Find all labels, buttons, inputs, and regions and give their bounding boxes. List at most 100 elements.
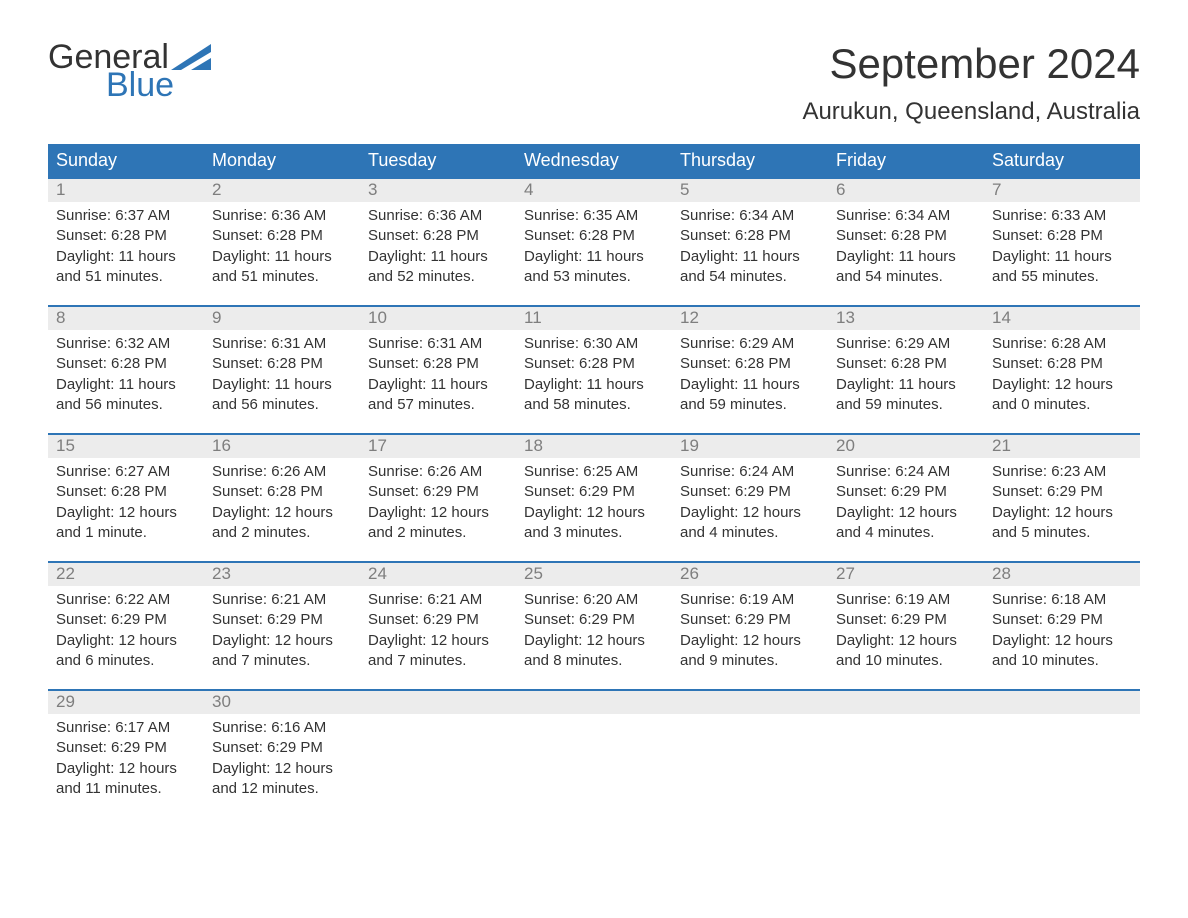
day-header-cell: Saturday <box>984 144 1140 177</box>
week-row: 891011121314Sunrise: 6:32 AMSunset: 6:28… <box>48 305 1140 415</box>
day-number: 29 <box>48 691 204 714</box>
day-number: 5 <box>672 179 828 202</box>
day-number: 20 <box>828 435 984 458</box>
day-ss: Sunset: 6:28 PM <box>56 482 196 502</box>
day-d2: and 8 minutes. <box>524 651 664 671</box>
day-ss: Sunset: 6:29 PM <box>836 610 976 630</box>
day-header-cell: Wednesday <box>516 144 672 177</box>
day-cell: Sunrise: 6:29 AMSunset: 6:28 PMDaylight:… <box>828 330 984 415</box>
day-header-cell: Tuesday <box>360 144 516 177</box>
day-sr: Sunrise: 6:24 AM <box>680 462 820 482</box>
day-d2: and 56 minutes. <box>56 395 196 415</box>
day-sr: Sunrise: 6:29 AM <box>836 334 976 354</box>
day-ss: Sunset: 6:28 PM <box>56 226 196 246</box>
day-cell: Sunrise: 6:34 AMSunset: 6:28 PMDaylight:… <box>828 202 984 287</box>
day-cell: Sunrise: 6:28 AMSunset: 6:28 PMDaylight:… <box>984 330 1140 415</box>
day-sr: Sunrise: 6:26 AM <box>212 462 352 482</box>
day-number: 30 <box>204 691 360 714</box>
brand-logo: General Blue <box>48 40 211 102</box>
day-number: 10 <box>360 307 516 330</box>
day-d1: Daylight: 12 hours <box>524 631 664 651</box>
day-sr: Sunrise: 6:23 AM <box>992 462 1132 482</box>
day-sr: Sunrise: 6:21 AM <box>368 590 508 610</box>
day-d2: and 10 minutes. <box>992 651 1132 671</box>
day-sr: Sunrise: 6:19 AM <box>836 590 976 610</box>
day-ss: Sunset: 6:28 PM <box>836 226 976 246</box>
day-ss: Sunset: 6:29 PM <box>56 610 196 630</box>
day-header-cell: Friday <box>828 144 984 177</box>
location: Aurukun, Queensland, Australia <box>802 98 1140 126</box>
day-d2: and 0 minutes. <box>992 395 1132 415</box>
day-ss: Sunset: 6:29 PM <box>368 482 508 502</box>
day-cell: Sunrise: 6:29 AMSunset: 6:28 PMDaylight:… <box>672 330 828 415</box>
day-cell: Sunrise: 6:21 AMSunset: 6:29 PMDaylight:… <box>360 586 516 671</box>
day-ss: Sunset: 6:29 PM <box>992 482 1132 502</box>
day-cell: Sunrise: 6:24 AMSunset: 6:29 PMDaylight:… <box>672 458 828 543</box>
day-number: 7 <box>984 179 1140 202</box>
day-cell: Sunrise: 6:24 AMSunset: 6:29 PMDaylight:… <box>828 458 984 543</box>
day-d2: and 54 minutes. <box>836 267 976 287</box>
daynum-row: 15161718192021 <box>48 435 1140 458</box>
day-sr: Sunrise: 6:35 AM <box>524 206 664 226</box>
day-cell: Sunrise: 6:32 AMSunset: 6:28 PMDaylight:… <box>48 330 204 415</box>
day-cell: Sunrise: 6:17 AMSunset: 6:29 PMDaylight:… <box>48 714 204 799</box>
day-cell: Sunrise: 6:22 AMSunset: 6:29 PMDaylight:… <box>48 586 204 671</box>
day-d1: Daylight: 12 hours <box>680 503 820 523</box>
day-d2: and 2 minutes. <box>368 523 508 543</box>
day-cell: Sunrise: 6:37 AMSunset: 6:28 PMDaylight:… <box>48 202 204 287</box>
day-d1: Daylight: 11 hours <box>212 375 352 395</box>
day-number: 22 <box>48 563 204 586</box>
day-ss: Sunset: 6:29 PM <box>680 610 820 630</box>
day-sr: Sunrise: 6:30 AM <box>524 334 664 354</box>
day-number: 12 <box>672 307 828 330</box>
day-number: 4 <box>516 179 672 202</box>
day-d1: Daylight: 11 hours <box>56 247 196 267</box>
day-ss: Sunset: 6:28 PM <box>524 226 664 246</box>
day-ss: Sunset: 6:29 PM <box>524 482 664 502</box>
day-d1: Daylight: 12 hours <box>56 631 196 651</box>
day-ss: Sunset: 6:29 PM <box>524 610 664 630</box>
day-sr: Sunrise: 6:32 AM <box>56 334 196 354</box>
day-number: 23 <box>204 563 360 586</box>
day-cell: Sunrise: 6:36 AMSunset: 6:28 PMDaylight:… <box>204 202 360 287</box>
day-d2: and 2 minutes. <box>212 523 352 543</box>
day-ss: Sunset: 6:29 PM <box>56 738 196 758</box>
day-number: 1 <box>48 179 204 202</box>
month-title: September 2024 <box>802 40 1140 88</box>
day-sr: Sunrise: 6:37 AM <box>56 206 196 226</box>
day-d2: and 57 minutes. <box>368 395 508 415</box>
day-number <box>672 691 828 714</box>
day-ss: Sunset: 6:29 PM <box>680 482 820 502</box>
day-cell: Sunrise: 6:35 AMSunset: 6:28 PMDaylight:… <box>516 202 672 287</box>
day-d2: and 52 minutes. <box>368 267 508 287</box>
day-cell: Sunrise: 6:34 AMSunset: 6:28 PMDaylight:… <box>672 202 828 287</box>
detail-row: Sunrise: 6:27 AMSunset: 6:28 PM Daylight:… <box>48 458 1140 543</box>
day-sr: Sunrise: 6:34 AM <box>680 206 820 226</box>
day-ss: Sunset: 6:28 PM <box>212 226 352 246</box>
day-sr: Sunrise: 6:24 AM <box>836 462 976 482</box>
day-d1: Daylight: 12 hours <box>212 631 352 651</box>
daynum-row: 2930 <box>48 691 1140 714</box>
day-d2: and 54 minutes. <box>680 267 820 287</box>
day-ss: Sunset: 6:28 PM <box>212 354 352 374</box>
day-number: 14 <box>984 307 1140 330</box>
day-d1: Daylight: 12 hours <box>836 503 976 523</box>
day-d1: Daylight: 11 hours <box>524 375 664 395</box>
day-d2: and 10 minutes. <box>836 651 976 671</box>
day-cell <box>516 714 672 799</box>
day-ss: Sunset: 6:28 PM <box>524 354 664 374</box>
header: General Blue September 2024 Aurukun, Que… <box>48 40 1140 126</box>
day-number: 11 <box>516 307 672 330</box>
day-sr: Sunrise: 6:25 AM <box>524 462 664 482</box>
day-d1: Daylight: 12 hours <box>992 631 1132 651</box>
day-number <box>984 691 1140 714</box>
title-block: September 2024 Aurukun, Queensland, Aust… <box>802 40 1140 126</box>
day-sr: Sunrise: 6:27 AM <box>56 462 196 482</box>
day-d1: Daylight: 11 hours <box>992 247 1132 267</box>
day-d1: Daylight: 11 hours <box>836 247 976 267</box>
day-d2: and 55 minutes. <box>992 267 1132 287</box>
day-cell: Sunrise: 6:27 AMSunset: 6:28 PMDaylight:… <box>48 458 204 543</box>
day-number <box>516 691 672 714</box>
day-d1: Daylight: 12 hours <box>524 503 664 523</box>
week-row: 22232425262728Sunrise: 6:22 AMSunset: 6:… <box>48 561 1140 671</box>
